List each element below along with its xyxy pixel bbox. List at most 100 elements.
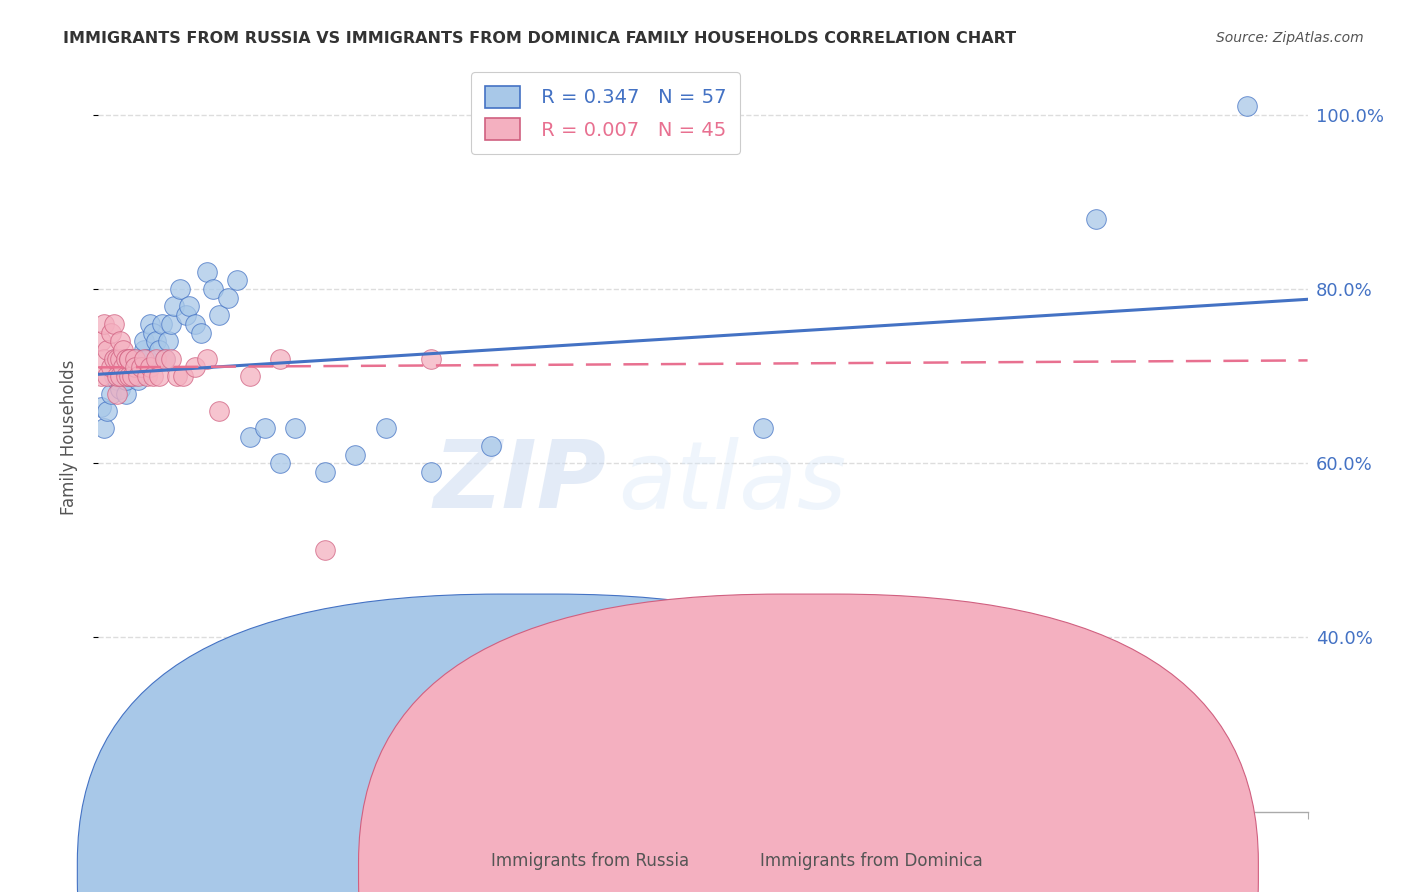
Point	[90, 400, 112, 414]
Point	[420, 351, 443, 366]
Point	[169, 282, 191, 296]
Point	[108, 351, 131, 366]
Point	[124, 369, 146, 384]
Text: atlas: atlas	[619, 436, 846, 527]
Point	[314, 543, 336, 558]
Point	[153, 351, 176, 366]
Point	[105, 374, 128, 388]
Point	[124, 351, 146, 366]
Point	[118, 351, 141, 366]
Point	[148, 369, 170, 384]
Point	[103, 369, 125, 384]
Point	[93, 421, 115, 435]
Point	[481, 439, 503, 453]
Point	[114, 374, 136, 388]
Point	[118, 369, 141, 384]
Legend:  R = 0.347   N = 57,  R = 0.007   N = 45: R = 0.347 N = 57, R = 0.007 N = 45	[471, 72, 740, 154]
Point	[226, 273, 249, 287]
Point	[374, 421, 396, 435]
Point	[103, 317, 125, 331]
Point	[239, 369, 262, 384]
Point	[153, 351, 176, 366]
Point	[752, 421, 775, 435]
Point	[195, 351, 218, 366]
Point	[179, 299, 201, 313]
Point	[202, 282, 225, 296]
Point	[96, 343, 118, 357]
Point	[105, 351, 128, 366]
Point	[190, 326, 212, 340]
Point	[114, 369, 136, 384]
Point	[90, 369, 112, 384]
Point	[96, 404, 118, 418]
Point	[100, 326, 122, 340]
Point	[217, 291, 239, 305]
Point	[124, 360, 146, 375]
Text: ZIP: ZIP	[433, 436, 606, 528]
Point	[127, 369, 149, 384]
Point	[139, 360, 162, 375]
Point	[142, 326, 165, 340]
Point	[160, 351, 183, 366]
Point	[118, 351, 141, 366]
Point	[105, 386, 128, 401]
Point	[208, 308, 231, 322]
Point	[174, 308, 197, 322]
Point	[100, 360, 122, 375]
Text: Immigrants from Dominica: Immigrants from Dominica	[761, 852, 983, 870]
Point	[108, 334, 131, 349]
Point	[108, 369, 131, 384]
Point	[163, 299, 186, 313]
Point	[269, 456, 291, 470]
Point	[284, 421, 307, 435]
Point	[253, 421, 276, 435]
Point	[118, 360, 141, 375]
Point	[127, 351, 149, 366]
Point	[160, 317, 183, 331]
Point	[96, 369, 118, 384]
Point	[571, 648, 593, 662]
Point	[184, 360, 207, 375]
Point	[118, 369, 141, 384]
Point	[93, 351, 115, 366]
Point	[344, 448, 367, 462]
Point	[114, 386, 136, 401]
Point	[156, 334, 179, 349]
Point	[208, 404, 231, 418]
Point	[145, 334, 167, 349]
Text: IMMIGRANTS FROM RUSSIA VS IMMIGRANTS FROM DOMINICA FAMILY HOUSEHOLDS CORRELATION: IMMIGRANTS FROM RUSSIA VS IMMIGRANTS FRO…	[63, 31, 1017, 46]
Point	[90, 334, 112, 349]
Point	[132, 343, 155, 357]
Point	[135, 351, 157, 366]
Point	[111, 360, 134, 375]
Point	[129, 365, 152, 379]
Point	[121, 351, 143, 366]
Point	[111, 360, 134, 375]
Point	[105, 369, 128, 384]
Point	[108, 369, 131, 384]
Point	[148, 343, 170, 357]
Y-axis label: Family Households: Family Households	[59, 359, 77, 515]
Point	[314, 465, 336, 479]
Point	[129, 360, 152, 375]
Text: Immigrants from Russia: Immigrants from Russia	[492, 852, 689, 870]
Point	[166, 369, 188, 384]
Point	[195, 264, 218, 278]
Point	[121, 369, 143, 384]
Text: Source: ZipAtlas.com: Source: ZipAtlas.com	[1216, 31, 1364, 45]
Point	[1236, 99, 1258, 113]
Point	[172, 369, 194, 384]
Point	[139, 317, 162, 331]
Point	[121, 356, 143, 370]
Point	[103, 351, 125, 366]
Point	[145, 351, 167, 366]
Point	[135, 369, 157, 384]
Point	[132, 334, 155, 349]
Point	[269, 351, 291, 366]
Point	[111, 351, 134, 366]
Point	[124, 360, 146, 375]
Point	[127, 374, 149, 388]
Point	[184, 317, 207, 331]
Point	[114, 351, 136, 366]
Point	[103, 351, 125, 366]
